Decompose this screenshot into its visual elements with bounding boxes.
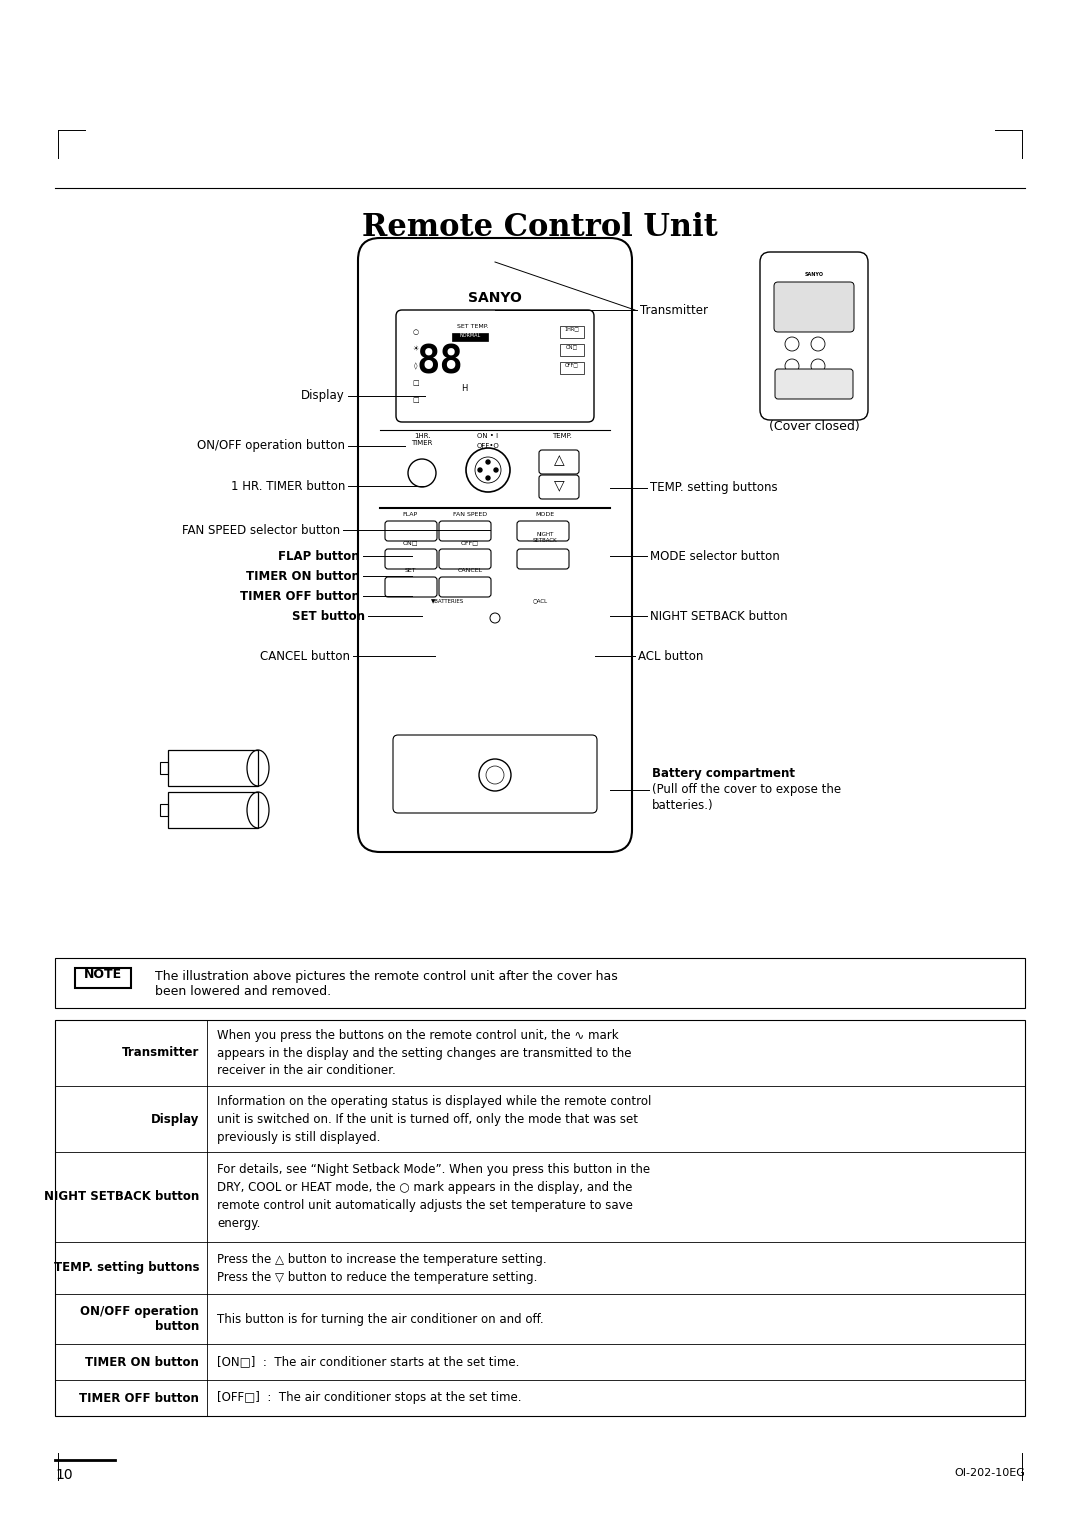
Text: OFF□: OFF□ bbox=[461, 540, 480, 545]
Text: Transmitter: Transmitter bbox=[122, 1047, 199, 1059]
Text: Remote Control Unit: Remote Control Unit bbox=[362, 211, 718, 242]
Bar bbox=[160, 762, 168, 775]
Text: 1HR□: 1HR□ bbox=[565, 326, 580, 331]
Text: SANYO: SANYO bbox=[468, 291, 522, 305]
Circle shape bbox=[486, 459, 490, 464]
Text: ▽: ▽ bbox=[554, 478, 565, 491]
Text: H: H bbox=[461, 384, 468, 393]
Text: Display: Display bbox=[150, 1113, 199, 1125]
Text: FLAP button: FLAP button bbox=[279, 550, 360, 562]
Text: FAN SPEED: FAN SPEED bbox=[453, 511, 487, 517]
Bar bbox=[561, 326, 584, 338]
Bar bbox=[75, 968, 131, 987]
Text: △: △ bbox=[554, 453, 565, 467]
Circle shape bbox=[478, 468, 482, 472]
Text: 10: 10 bbox=[55, 1468, 72, 1482]
Text: TIMER OFF button: TIMER OFF button bbox=[79, 1392, 199, 1404]
Circle shape bbox=[486, 476, 490, 481]
Text: TEMP. setting buttons: TEMP. setting buttons bbox=[650, 482, 778, 495]
Text: Information on the operating status is displayed while the remote control
unit i: Information on the operating status is d… bbox=[217, 1095, 651, 1144]
Text: TEMP.: TEMP. bbox=[552, 433, 572, 439]
Text: Press the △ button to increase the temperature setting.
Press the ▽ button to re: Press the △ button to increase the tempe… bbox=[217, 1252, 546, 1283]
Bar bbox=[168, 750, 258, 785]
Text: ▼BATTERIES: ▼BATTERIES bbox=[431, 599, 464, 603]
Text: SET: SET bbox=[404, 568, 416, 573]
Text: ☀: ☀ bbox=[413, 346, 419, 352]
Text: MODE: MODE bbox=[536, 511, 554, 517]
Text: OFF□: OFF□ bbox=[565, 361, 579, 367]
Text: (Pull off the cover to expose the: (Pull off the cover to expose the bbox=[652, 784, 841, 796]
Text: (Cover closed): (Cover closed) bbox=[769, 419, 860, 433]
Text: NIGHT
SETBACK: NIGHT SETBACK bbox=[532, 531, 557, 544]
Text: NORMAL: NORMAL bbox=[459, 334, 481, 338]
Text: ON□: ON□ bbox=[402, 540, 418, 545]
Text: TIMER ON button: TIMER ON button bbox=[246, 570, 360, 582]
Text: The illustration above pictures the remote control unit after the cover has: The illustration above pictures the remo… bbox=[156, 971, 618, 983]
Text: Transmitter: Transmitter bbox=[640, 303, 708, 317]
Text: 1HR.
TIMER: 1HR. TIMER bbox=[411, 433, 433, 446]
Text: SET button: SET button bbox=[292, 609, 365, 623]
Circle shape bbox=[494, 468, 498, 472]
Text: TIMER ON button: TIMER ON button bbox=[85, 1355, 199, 1369]
Bar bbox=[55, 958, 1025, 1007]
Bar bbox=[55, 1020, 1025, 1416]
Text: OI-202-10EG: OI-202-10EG bbox=[954, 1468, 1025, 1477]
Text: ◊: ◊ bbox=[415, 363, 418, 369]
FancyBboxPatch shape bbox=[774, 282, 854, 332]
Text: CANCEL: CANCEL bbox=[458, 568, 483, 573]
Text: ON/OFF operation button: ON/OFF operation button bbox=[197, 439, 345, 453]
Text: For details, see “Night Setback Mode”. When you press this button in the
DRY, CO: For details, see “Night Setback Mode”. W… bbox=[217, 1164, 650, 1231]
Text: FAN SPEED selector button: FAN SPEED selector button bbox=[181, 524, 340, 536]
Bar bbox=[160, 804, 168, 816]
Text: NIGHT SETBACK button: NIGHT SETBACK button bbox=[44, 1191, 199, 1203]
Text: OFF•O: OFF•O bbox=[476, 442, 499, 449]
Text: □: □ bbox=[413, 380, 419, 386]
Text: 88: 88 bbox=[417, 344, 463, 383]
Text: ACL button: ACL button bbox=[638, 649, 703, 663]
Text: TIMER OFF button: TIMER OFF button bbox=[240, 589, 360, 603]
Text: CANCEL button: CANCEL button bbox=[260, 649, 350, 663]
Text: NIGHT SETBACK button: NIGHT SETBACK button bbox=[650, 609, 787, 623]
Text: TEMP. setting buttons: TEMP. setting buttons bbox=[54, 1262, 199, 1274]
Text: NOTE: NOTE bbox=[84, 968, 122, 981]
Bar bbox=[168, 792, 258, 828]
Text: ON□: ON□ bbox=[566, 344, 578, 349]
Text: ON • I: ON • I bbox=[477, 433, 499, 439]
Text: MODE selector button: MODE selector button bbox=[650, 550, 780, 562]
Text: When you press the buttons on the remote control unit, the ∿ mark
appears in the: When you press the buttons on the remote… bbox=[217, 1029, 632, 1078]
Text: ○: ○ bbox=[413, 329, 419, 335]
FancyBboxPatch shape bbox=[775, 369, 853, 400]
Text: [OFF□]  :  The air conditioner stops at the set time.: [OFF□] : The air conditioner stops at th… bbox=[217, 1392, 522, 1404]
Text: SANYO: SANYO bbox=[805, 273, 824, 277]
Bar bbox=[561, 344, 584, 357]
Text: FLAP: FLAP bbox=[403, 511, 418, 517]
Text: been lowered and removed.: been lowered and removed. bbox=[156, 984, 332, 998]
Text: ○ACL: ○ACL bbox=[532, 599, 548, 603]
Text: □: □ bbox=[413, 397, 419, 403]
Text: ON/OFF operation
button: ON/OFF operation button bbox=[80, 1304, 199, 1334]
Text: 1 HR. TIMER button: 1 HR. TIMER button bbox=[231, 479, 345, 493]
Bar bbox=[453, 334, 488, 341]
Text: This button is for turning the air conditioner on and off.: This button is for turning the air condi… bbox=[217, 1312, 543, 1326]
Text: SET TEMP.: SET TEMP. bbox=[457, 325, 488, 329]
Bar bbox=[561, 361, 584, 374]
Text: Display: Display bbox=[301, 389, 345, 403]
Text: [ON□]  :  The air conditioner starts at the set time.: [ON□] : The air conditioner starts at th… bbox=[217, 1355, 519, 1369]
Text: batteries.): batteries.) bbox=[652, 799, 714, 813]
Text: Battery compartment: Battery compartment bbox=[652, 767, 795, 781]
